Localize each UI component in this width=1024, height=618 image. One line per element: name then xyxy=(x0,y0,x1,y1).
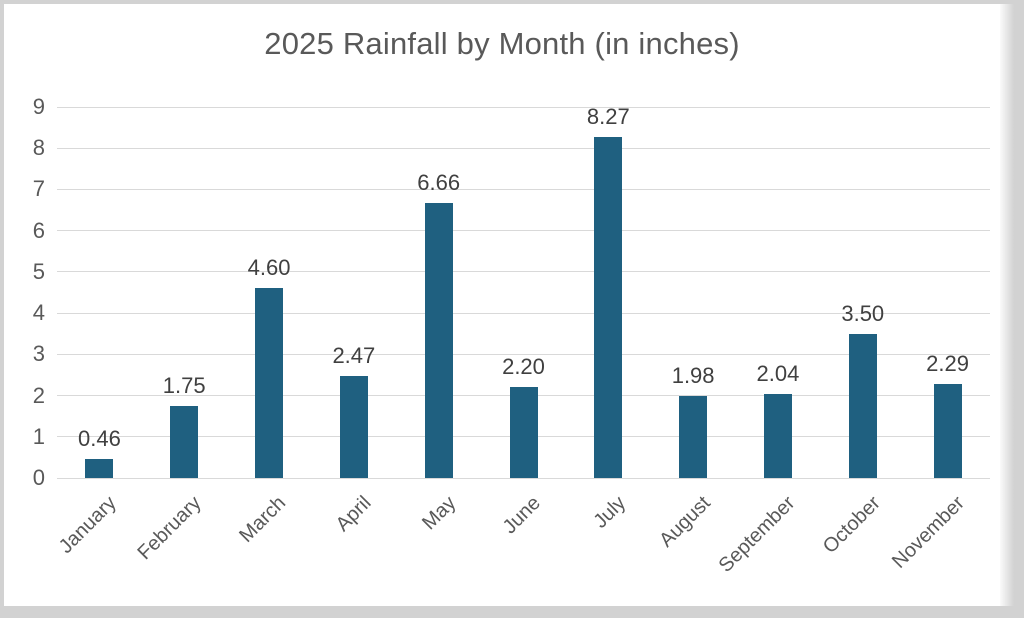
y-axis-tick-label: 9 xyxy=(32,94,45,119)
bar xyxy=(170,405,199,478)
x-axis-category-label: September xyxy=(714,492,800,577)
gridline xyxy=(57,312,990,314)
y-axis: 0 1 2 3 4 5 6 7 8 9 xyxy=(4,94,45,490)
bar xyxy=(255,288,284,478)
y-axis-tick-label: 6 xyxy=(32,217,45,243)
bar-value-label: 2.04 xyxy=(756,360,800,386)
y-axis-tick-label: 8 xyxy=(32,135,45,161)
bar xyxy=(594,137,623,478)
bar-value-label: 1.98 xyxy=(671,363,715,389)
chart-title: 2025 Rainfall by Month (in inches) xyxy=(264,26,740,61)
bar-value-label: 2.29 xyxy=(926,350,969,376)
gridline xyxy=(57,353,990,355)
gridline xyxy=(57,188,990,190)
bar-value-label: 4.60 xyxy=(247,255,291,281)
bar-value-label: 2.47 xyxy=(332,343,376,369)
x-axis-category-label: November xyxy=(888,492,970,573)
bar xyxy=(339,376,368,478)
x-axis-category-label: August xyxy=(655,492,715,552)
y-axis-tick-label: 1 xyxy=(32,423,45,449)
bar xyxy=(848,333,877,478)
x-axis-category-label: January xyxy=(55,492,121,558)
y-axis-tick-label: 2 xyxy=(32,382,45,408)
x-axis-category-label: March xyxy=(235,492,291,547)
y-axis-tick-label: 3 xyxy=(32,341,45,367)
chart-panel: 2025 Rainfall by Month (in inches) 0 1 2 3 4… xyxy=(4,4,1014,606)
x-axis-category-label: April xyxy=(331,492,376,536)
bar xyxy=(933,383,962,478)
bar xyxy=(763,393,792,478)
bar-value-label: 0.46 xyxy=(78,426,121,452)
gridline xyxy=(57,271,990,273)
gridline xyxy=(57,230,990,232)
y-axis-tick-label: 5 xyxy=(32,258,45,284)
bar xyxy=(85,459,114,478)
y-axis-tick-label: 7 xyxy=(32,176,45,202)
plot-area: 0.46 January 1.75 February 4.60 March 2.47 Apri… xyxy=(55,104,990,577)
bar-value-label: 6.66 xyxy=(417,170,461,196)
x-axis-category-label: May xyxy=(417,492,461,535)
gridline xyxy=(57,106,990,108)
bar xyxy=(424,203,453,478)
bar-value-label: 8.27 xyxy=(586,104,630,130)
bar xyxy=(509,387,538,478)
y-axis-tick-label: 0 xyxy=(32,465,45,490)
bar-value-label: 1.75 xyxy=(162,372,206,398)
x-axis-category-label: February xyxy=(133,492,206,565)
x-axis-category-label: July xyxy=(589,492,630,533)
y-axis-tick-label: 4 xyxy=(32,300,45,326)
x-axis-category-label: October xyxy=(818,492,885,558)
bar-value-label: 2.20 xyxy=(502,354,545,380)
gridline xyxy=(57,147,990,149)
x-axis-category-label: June xyxy=(498,492,546,539)
gridline xyxy=(57,477,990,479)
bar xyxy=(679,396,708,478)
bar-value-label: 3.50 xyxy=(841,300,885,326)
